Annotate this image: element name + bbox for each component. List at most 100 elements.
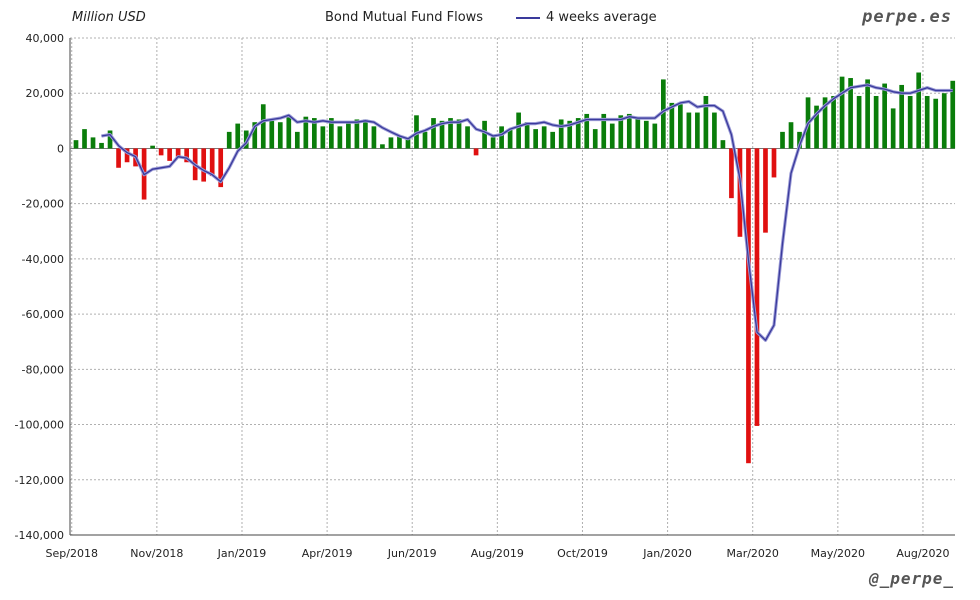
flow-bar [303,116,309,149]
flow-bar [788,122,794,149]
flow-bar [320,126,326,149]
flow-bar [465,126,470,149]
flow-bar [660,79,666,149]
flow-bar [754,148,760,426]
flow-bar [839,76,845,149]
flow-bar [873,95,879,149]
flow-bar [933,98,939,149]
flow-bar [252,122,258,149]
flow-bar [592,129,598,149]
y-tick-label: -100,000 [15,419,64,432]
flow-bar [541,126,547,149]
flow-bar [507,129,513,149]
flow-bar [652,123,658,149]
flow-bar [175,148,181,157]
flow-bar [260,104,266,149]
flow-bar [575,118,581,149]
flow-bar [371,126,377,149]
x-tick-label: Jan/2020 [642,547,692,560]
flow-bar [831,95,836,149]
x-tick-label: Oct/2019 [557,547,608,560]
flow-bar [856,95,862,149]
author-handle: @_perpe_ [868,569,954,588]
flow-bar [388,137,394,149]
flow-bar [277,122,283,149]
flow-bar [209,148,215,177]
legend-label: 4 weeks average [546,10,657,25]
flow-bar [626,113,632,149]
flow-bar [184,148,189,163]
y-tick-label: -140,000 [15,529,64,542]
y-tick-label: 0 [57,142,64,155]
flow-bar [882,83,887,149]
flow-bar [558,119,564,149]
flow-bar [584,113,590,149]
x-tick-label: Sep/2018 [46,547,98,560]
flow-bar [499,126,504,149]
flow-bar [490,137,496,149]
flow-bar [107,130,113,149]
flow-bar [865,79,870,149]
flow-bar [848,78,853,149]
flow-bar [337,126,343,149]
x-tick-label: Apr/2019 [302,547,353,560]
average-line [101,84,953,341]
x-tick-label: Aug/2020 [896,547,949,560]
flow-bar [294,131,300,149]
y-tick-label: 40,000 [26,32,65,45]
y-tick-label: -60,000 [22,308,64,321]
x-tick-label: Aug/2019 [471,547,524,560]
flow-bar [473,148,479,156]
flow-bar [235,123,241,149]
flow-bar [899,84,905,149]
y-unit-label: Million USD [72,10,146,25]
flow-bar [763,148,768,233]
flow-bar [720,140,726,149]
flow-bar [422,131,428,149]
flow-bar [286,115,292,149]
flow-bar [329,118,334,149]
brand-watermark: perpe.es [862,7,952,27]
flow-bar [567,120,573,149]
flow-bar [380,144,385,149]
flow-bar [601,113,607,149]
y-tick-label: -20,000 [22,198,64,211]
flow-bar [516,112,521,149]
x-tick-label: Jun/2019 [387,547,437,560]
flow-bar [90,137,96,149]
x-tick-label: Mar/2020 [726,547,778,560]
flow-bar [618,115,624,149]
chart-title: Bond Mutual Fund Flows [325,10,484,25]
flow-bar [916,72,922,149]
y-tick-label: -120,000 [15,474,64,487]
flow-bar [354,119,360,149]
x-tick-label: Jan/2019 [217,547,267,560]
flow-bar [158,148,164,156]
flow-bar [533,129,538,149]
flow-bar [780,131,785,149]
flow-bar [439,120,445,149]
flow-bar [703,95,709,149]
flow-bar [822,97,828,149]
flow-bar [712,112,717,149]
flow-bar [686,112,692,149]
flow-bar [431,118,436,149]
flow-bar [405,137,411,149]
flow-bar [890,108,896,149]
legend: 4 weeks average [516,10,657,25]
flow-bar [814,105,819,149]
x-tick-label: May/2020 [811,547,865,560]
flow-bar [907,95,913,149]
flow-bar [797,131,802,149]
flow-bar [950,80,956,149]
flow-bar [167,148,172,161]
flow-bar [363,119,368,149]
flow-bar [116,148,121,168]
flow-bar [456,119,462,149]
flow-bar [124,148,130,163]
flow-bar [729,148,734,199]
flow-bar [82,129,87,149]
flow-bar [346,122,351,149]
flow-bar [150,145,155,149]
